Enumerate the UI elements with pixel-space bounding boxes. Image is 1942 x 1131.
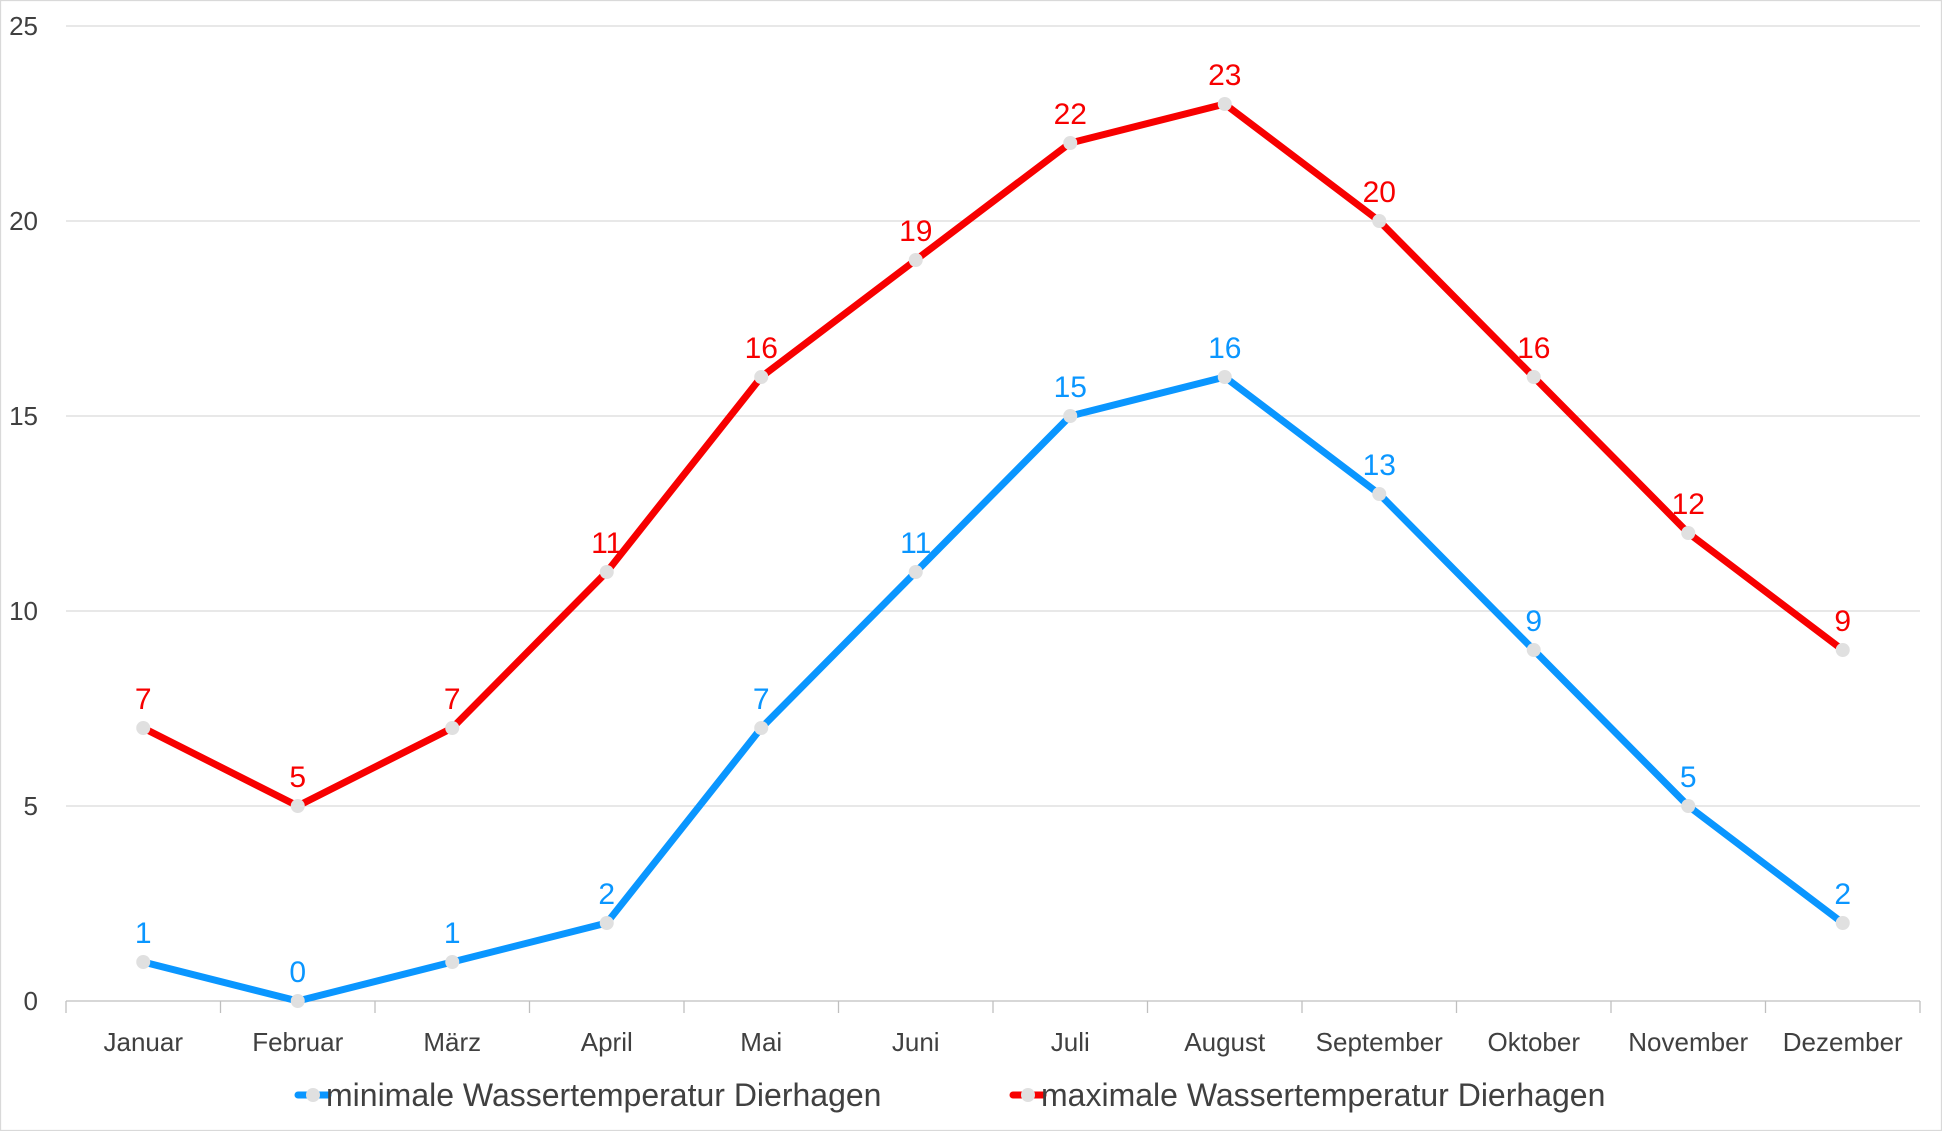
x-axis: Januar Februar März April Mai Juni Juli August S…: [65, 1000, 1921, 1057]
x-tick-label: März: [423, 1027, 481, 1057]
y-tick-label: 15: [9, 401, 38, 431]
data-label: 5: [289, 761, 306, 794]
data-label: 5: [1680, 761, 1697, 794]
data-point: [908, 565, 923, 579]
data-label: 19: [899, 215, 932, 248]
data-point: [1681, 526, 1696, 540]
data-point: [908, 253, 923, 267]
data-point: [754, 721, 769, 735]
data-label: 1: [135, 917, 152, 950]
data-label: 22: [1054, 98, 1087, 131]
y-tick-label: 25: [9, 11, 38, 41]
data-label: 1: [444, 917, 461, 950]
data-point: [1063, 409, 1078, 423]
data-label: 7: [753, 683, 770, 716]
data-point: [136, 955, 151, 969]
legend-swatch-marker: [306, 1088, 320, 1102]
series-line: [139, 373, 1847, 1005]
x-tick-label: November: [1628, 1027, 1748, 1057]
x-tick-label: September: [1316, 1027, 1444, 1057]
data-label: 15: [1054, 371, 1087, 404]
x-tick-label: Januar: [104, 1027, 184, 1057]
data-label: 16: [745, 332, 778, 365]
y-tick-label: 5: [24, 791, 38, 821]
data-point: [754, 370, 769, 384]
legend: minimale Wassertemperatur Dierhagen maxim…: [294, 1077, 1605, 1113]
data-point: [599, 565, 614, 579]
grid-layer: [66, 25, 1920, 807]
y-tick-label: 20: [9, 206, 38, 236]
data-label: 16: [1208, 332, 1241, 365]
marker-layer: [136, 97, 1850, 1008]
x-tick-label: Juni: [892, 1027, 940, 1057]
x-tick-label: Oktober: [1488, 1027, 1581, 1057]
data-point: [290, 994, 305, 1008]
x-tick-label: April: [581, 1027, 633, 1057]
data-point: [1063, 136, 1078, 150]
data-label: 12: [1672, 488, 1705, 521]
data-label: 13: [1363, 449, 1396, 482]
data-point: [1372, 214, 1387, 228]
y-tick-label: 0: [24, 986, 38, 1016]
data-point: [1217, 370, 1232, 384]
x-tick-label: Februar: [252, 1027, 343, 1057]
data-point: [445, 955, 460, 969]
data-point: [290, 799, 305, 813]
data-label: 9: [1834, 605, 1851, 638]
series-line: [139, 100, 1847, 810]
data-label: 11: [591, 527, 622, 560]
data-label: 16: [1517, 332, 1550, 365]
y-axis-ticks: 0 5 10 15 20 25: [9, 11, 38, 1016]
x-tick-label: Mai: [740, 1027, 782, 1057]
data-point: [1681, 799, 1696, 813]
data-point: [1835, 643, 1850, 657]
x-tick-label: August: [1184, 1027, 1266, 1057]
data-label: 9: [1525, 605, 1542, 638]
data-point: [1372, 487, 1387, 501]
legend-label: maximale Wassertemperatur Dierhagen: [1041, 1077, 1605, 1113]
data-label: 7: [135, 683, 152, 716]
series-layer: [139, 100, 1847, 1005]
data-point: [1835, 916, 1850, 930]
legend-swatch-marker: [1021, 1088, 1035, 1102]
data-label: 0: [289, 956, 306, 989]
data-point: [1526, 370, 1541, 384]
data-label: 11: [900, 527, 931, 560]
data-label: 2: [1834, 878, 1851, 911]
x-tick-label: Juli: [1051, 1027, 1090, 1057]
data-label: 23: [1208, 59, 1241, 92]
x-tick-label: Dezember: [1783, 1027, 1903, 1057]
data-point: [1217, 97, 1232, 111]
data-label: 20: [1363, 176, 1396, 209]
data-label: 2: [598, 878, 615, 911]
y-tick-label: 10: [9, 596, 38, 626]
data-label: 7: [444, 683, 461, 716]
data-point: [599, 916, 614, 930]
data-point: [445, 721, 460, 735]
data-point: [1526, 643, 1541, 657]
legend-label: minimale Wassertemperatur Dierhagen: [326, 1077, 881, 1113]
data-point: [136, 721, 151, 735]
